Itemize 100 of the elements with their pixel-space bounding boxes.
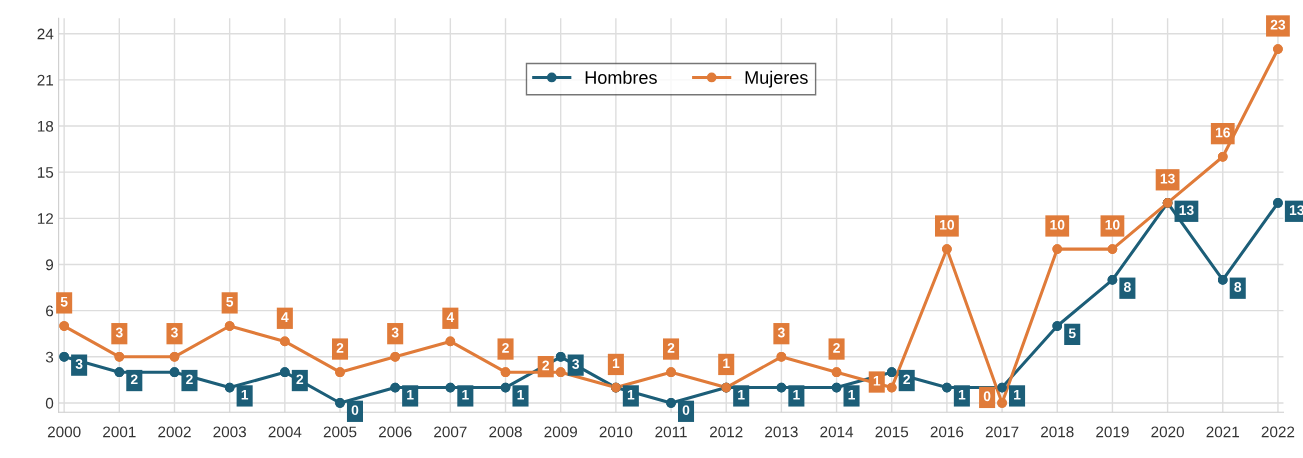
data-label: 2 [336,342,344,353]
x-tick-label: 2016 [930,426,964,438]
point [169,351,180,362]
x-tick-label: 2003 [213,426,246,438]
data-label: 1 [1014,389,1021,400]
data-label: 4 [281,312,289,322]
data-label: 3 [170,327,178,338]
point [555,351,566,362]
data-label: 4 [446,312,455,322]
point [997,398,1007,408]
data-label: 5 [60,296,68,307]
point [997,382,1007,393]
x-tick-label: 2014 [820,426,854,438]
x-tick-label: 2005 [323,426,357,438]
point [500,382,511,393]
point [114,351,125,362]
data-label: 1 [462,389,469,400]
data-label: 0 [682,405,690,416]
point [390,351,401,362]
point [445,336,456,347]
point [114,367,125,378]
point [831,382,842,393]
point [1217,275,1228,285]
data-label: 1 [848,389,856,400]
point [1052,244,1063,254]
x-tick-label: 2020 [1151,426,1184,438]
data-label: 0 [351,405,359,416]
data-label: 1 [241,389,249,400]
point [335,398,345,408]
x-tick-label: 2021 [1206,426,1240,438]
data-label: 13 [1160,173,1175,184]
data-label: 8 [1123,282,1131,292]
data-label: 16 [1215,127,1230,138]
x-tick-label: 2019 [1096,426,1129,438]
legend-label: Hombres [585,70,657,84]
y-tick-label: 24 [37,28,54,40]
data-label: 2 [667,342,675,353]
point [335,367,345,378]
point [1052,321,1063,331]
data-label: 1 [407,389,414,400]
data-label: 2 [903,374,911,385]
y-tick-label: 9 [45,259,54,271]
y-tick-label: 3 [45,351,54,363]
data-label: 0 [983,391,991,402]
data-label: 23 [1270,19,1286,30]
data-label: 10 [1105,219,1120,230]
point [942,244,952,254]
data-label: 2 [502,342,509,353]
x-tick-label: 2002 [158,426,191,438]
x-tick-label: 2006 [378,426,412,438]
point [500,367,511,378]
x-tick-label: 2012 [709,426,743,438]
point [279,367,290,378]
data-label: 5 [226,296,234,307]
data-label: 2 [186,374,193,385]
x-tick-label: 2017 [985,426,1019,438]
data-label: 3 [75,359,83,369]
point [279,336,290,347]
data-label: 2 [296,374,304,385]
data-label: 10 [940,219,955,230]
data-label: 1 [793,389,800,400]
point [776,351,787,362]
x-tick-label: 2011 [655,426,687,438]
data-label: 13 [1179,205,1194,216]
data-label: 2 [542,360,550,371]
data-label: 3 [777,327,785,338]
data-label: 10 [1050,219,1065,230]
point [59,351,70,362]
point [224,382,235,393]
data-label: 1 [627,389,635,400]
point [886,382,897,393]
x-tick-label: 2018 [1041,426,1074,438]
point [1273,198,1283,208]
point [666,398,676,408]
x-tick-label: 2013 [765,426,798,438]
y-tick-label: 12 [37,213,54,224]
x-tick-label: 2008 [489,426,522,438]
point [59,321,70,331]
point [390,382,401,393]
data-label: 3 [115,327,123,338]
data-label: 1 [738,389,745,400]
point [169,367,180,378]
x-tick-label: 2009 [544,426,577,438]
data-label: 2 [833,342,840,353]
point [666,367,676,378]
x-tick-label: 2000 [47,426,81,438]
x-tick-label: 2015 [875,426,909,438]
data-label: 1 [873,376,881,386]
y-tick-label: 18 [37,120,54,132]
legend-label: Mujeres [745,70,808,88]
point [942,382,952,393]
point [555,367,566,378]
y-tick-label: 21 [37,74,54,86]
data-label: 8 [1234,282,1242,292]
x-tick-label: 2007 [434,426,467,438]
data-label: 3 [572,359,580,369]
point [445,382,456,393]
y-tick-label: 15 [37,167,54,178]
point [1107,244,1118,254]
data-label: 1 [723,358,730,369]
